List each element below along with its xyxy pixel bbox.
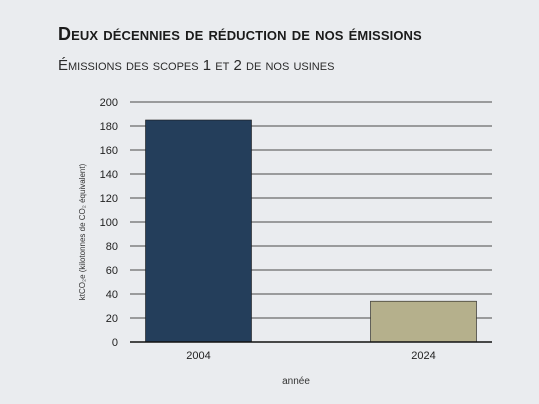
chart-subtitle: Émissions des scopes 1 et 2 de nos usine… [58, 57, 335, 74]
bars [145, 119, 477, 343]
y-tick-label: 40 [106, 289, 118, 301]
x-tick-label: 2024 [411, 350, 435, 362]
y-tick-label: 120 [100, 193, 118, 205]
y-tick-label: 60 [106, 265, 118, 277]
y-tick-label: 180 [100, 121, 118, 133]
x-tick-labels: 2004 2024 [186, 350, 435, 362]
bar-2024 [370, 300, 477, 343]
y-tick-label: 160 [100, 145, 118, 157]
y-tick-label: 20 [106, 313, 118, 325]
x-tick-label: 2004 [186, 350, 210, 362]
y-tick-label: 0 [112, 337, 118, 349]
chart-title: Deux décennies de réduction de nos émiss… [58, 24, 422, 44]
y-tick-label: 80 [106, 241, 118, 253]
bar-2004 [145, 119, 252, 343]
x-axis-label: année [282, 376, 310, 387]
y-tick-label: 140 [100, 169, 118, 181]
y-tick-label: 200 [100, 97, 118, 109]
y-axis-label: ktCO₂e (kilotonnes de CO₂ équivalent) [78, 163, 87, 300]
y-tick-labels: 0 20 40 60 80 100 120 140 160 180 200 [100, 97, 118, 349]
y-tick-label: 100 [100, 217, 118, 229]
